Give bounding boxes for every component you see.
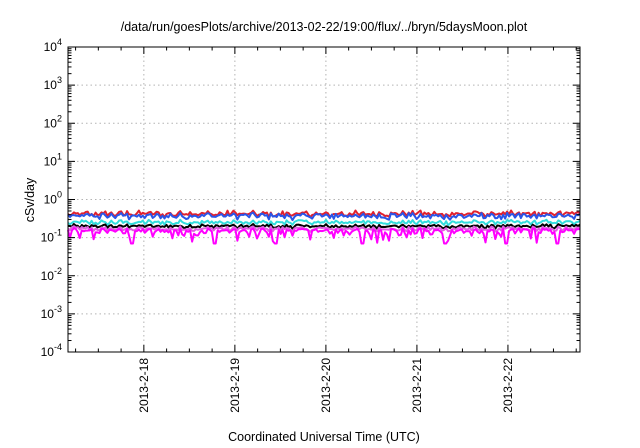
series-line-5 xyxy=(67,225,581,233)
y-tick-label: 10-4 xyxy=(41,342,62,359)
y-tick-label: 10-3 xyxy=(41,304,62,321)
chart-title: /data/run/goesPlots/archive/2013-02-22/1… xyxy=(121,20,528,34)
y-tick-label: 10-2 xyxy=(41,266,62,283)
y-tick-label: 101 xyxy=(44,151,62,168)
x-tick-label: 2013-2-19 xyxy=(228,358,242,413)
grid xyxy=(68,47,580,352)
x-tick-label: 2013-2-21 xyxy=(410,358,424,413)
y-tick-label: 100 xyxy=(44,190,62,207)
y-tick-label: 10-1 xyxy=(41,228,62,245)
series-line-4 xyxy=(67,223,581,230)
series-line-6 xyxy=(67,227,580,245)
y-tick-label: 104 xyxy=(44,37,62,54)
y-tick-label: 102 xyxy=(44,113,62,130)
y-axis-label: cSv/day xyxy=(23,177,37,222)
x-tick-label: 2013-2-18 xyxy=(137,358,151,413)
series-line-3 xyxy=(67,218,581,227)
ticks: 10-4 10-3 10-2 10-1 100 101 102 103 104 2013-2-18… xyxy=(41,37,580,413)
series-group xyxy=(67,209,581,245)
plot-frame xyxy=(67,46,581,353)
y-tick-label: 103 xyxy=(44,75,62,92)
series-line-1 xyxy=(67,209,581,219)
series-line-2 xyxy=(67,211,581,222)
x-tick-label: 2013-2-20 xyxy=(319,358,333,413)
x-axis-label: Coordinated Universal Time (UTC) xyxy=(228,430,420,444)
x-tick-label: 2013-2-22 xyxy=(501,358,515,413)
